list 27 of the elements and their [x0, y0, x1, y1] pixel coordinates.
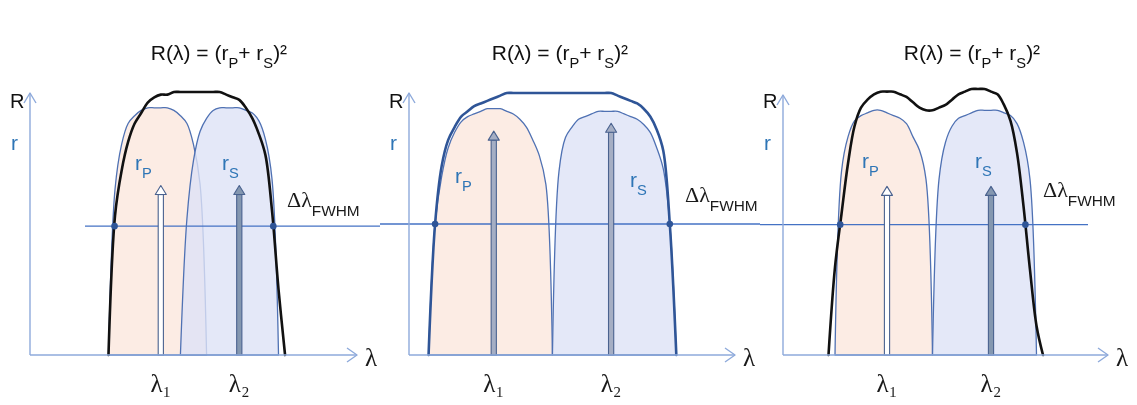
series-label: r$_{S}$	[222, 151, 239, 181]
chart-title: R(λ) = (r$_{P}$+ r$_{S}$)²	[150, 41, 288, 71]
x-axis-title: λ	[743, 344, 756, 371]
text: r	[390, 131, 397, 154]
chart-title: R(λ) = (r$_{P}$+ r$_{S}$)²	[903, 41, 1041, 71]
y-axis-title: R	[10, 90, 25, 112]
x-tick-label: λ₁	[150, 370, 172, 397]
x-axis-title: λ	[1116, 344, 1129, 371]
x-tick-label: λ₂	[600, 370, 622, 397]
x-tick-label: λ₁	[483, 370, 505, 397]
x-tick-label: λ₂	[228, 370, 250, 397]
y-axis-title: R	[763, 90, 778, 112]
y-axis-title: R	[389, 90, 404, 112]
x-tick-label: λ₁	[876, 370, 898, 397]
series-label: r$_{P}$	[135, 151, 152, 181]
ref-line-label: Δλ$_{FWHM}$	[287, 187, 360, 219]
x-axis-title: λ	[365, 344, 378, 371]
series-label: r$_{P}$	[455, 164, 472, 194]
chart-title: R(λ) = (r$_{P}$+ r$_{S}$)²	[491, 41, 629, 71]
ref-line-label: Δλ$_{FWHM}$	[1043, 176, 1116, 209]
x-tick-label: λ₂	[980, 370, 1002, 397]
series-label: r$_{S}$	[630, 168, 647, 198]
series-label: r$_{P}$	[862, 149, 879, 179]
series-label: r$_{S}$	[975, 149, 992, 179]
text: r	[764, 131, 771, 154]
ref-line-label: Δλ$_{FWHM}$	[685, 182, 758, 214]
text: r	[11, 131, 18, 154]
